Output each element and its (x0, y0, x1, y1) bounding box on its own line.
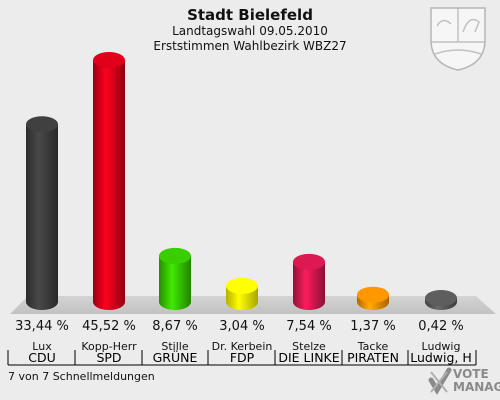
candidate-label: Kopp-Herr (81, 340, 137, 353)
candidate-label: Tacke (357, 340, 389, 353)
vote-manager-text: VOTE MANAGER (453, 367, 500, 394)
bar-ludwig-h (425, 290, 457, 310)
bar-spd (93, 52, 125, 310)
bar-top (226, 277, 258, 294)
vote-manager-check-icon (428, 367, 452, 395)
party-label: CDU (28, 350, 56, 365)
candidate-label: Lux (32, 340, 52, 353)
party-label: DIE LINKE (278, 350, 340, 365)
chart-subtitle-2: Erststimmen Wahlbezirk WBZ27 (153, 39, 347, 53)
footer-note: 7 von 7 Schnellmeldungen (8, 370, 155, 383)
value-label: 0,42 % (418, 319, 464, 334)
value-label: 3,04 % (219, 319, 265, 334)
nrw-coat-of-arms-icon (430, 7, 486, 71)
chart-title: Stadt Bielefeld (187, 6, 313, 24)
bar-die-linke (293, 253, 325, 310)
value-label: 33,44 % (15, 319, 69, 334)
bar-top (159, 247, 191, 264)
bar-top (357, 286, 389, 303)
bar-cdu (26, 116, 58, 311)
bar-gr-ne (159, 247, 191, 310)
candidate-label: Dr. Kerbein (211, 340, 273, 353)
party-label: SPD (96, 350, 122, 365)
bar-top (425, 290, 457, 306)
vote-manager-logo: VOTE MANAGER (427, 366, 500, 398)
chart-subtitle: Landtagswahl 09.05.2010 (172, 24, 328, 38)
bar-body (159, 255, 191, 310)
bar-piraten (357, 286, 389, 310)
value-label: 8,67 % (152, 319, 198, 334)
bar-top (293, 253, 325, 270)
bar-fdp (226, 277, 258, 310)
bar-top (26, 116, 58, 133)
value-label: 45,52 % (82, 319, 136, 334)
value-label: 7,54 % (286, 319, 332, 334)
bar-top (93, 52, 125, 68)
candidate-label: Stelze (292, 340, 326, 353)
bar-body (293, 261, 325, 310)
bar-body (93, 60, 125, 310)
value-label: 1,37 % (350, 319, 396, 334)
party-label: GRÜNE (152, 350, 198, 365)
candidate-label: Stille (161, 340, 189, 353)
party-label: Ludwig, H (410, 350, 472, 365)
category-separators (7, 350, 477, 366)
party-label: FDP (229, 350, 255, 365)
party-label: PIRATEN (347, 350, 399, 365)
candidate-label: Ludwig (421, 340, 461, 353)
bar-body (26, 124, 58, 311)
